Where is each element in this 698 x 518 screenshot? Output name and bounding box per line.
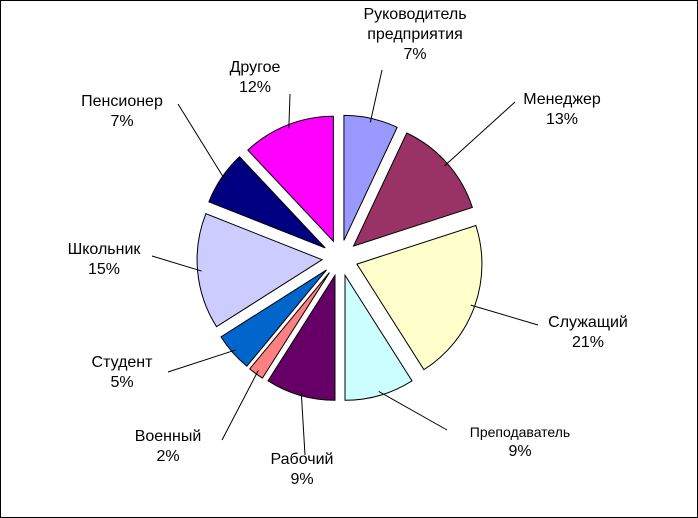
category-label: Школьник (67, 241, 141, 258)
data-label: Студент 5% (47, 353, 197, 393)
leader-line (177, 103, 226, 181)
pie-slice (247, 115, 334, 243)
category-label: Пенсионер (81, 93, 163, 110)
pie-slice (196, 213, 324, 328)
pie-slice (220, 269, 327, 367)
leader-line (167, 349, 236, 373)
leader-line (378, 391, 448, 431)
leader-line (470, 304, 539, 326)
pie-slice (267, 273, 336, 401)
category-label: Руководитель предприятия (363, 6, 467, 43)
value-label: 13% (545, 111, 579, 128)
data-label: Другое 12% (180, 58, 330, 98)
data-label: Пенсионер 7% (47, 92, 197, 132)
data-label: Служащий 21% (513, 313, 663, 353)
leader-line (288, 93, 291, 129)
leader-line (443, 101, 516, 167)
category-label: Студент (91, 354, 153, 371)
value-label: 9% (290, 471, 314, 488)
value-label: 7% (110, 113, 134, 130)
data-label: Военный 2% (93, 427, 243, 467)
leader-line (221, 370, 259, 441)
value-label: 15% (87, 261, 121, 278)
pie-slice (208, 156, 326, 249)
data-label: Рабочий 9% (227, 450, 377, 490)
category-label: Менеджер (523, 91, 601, 108)
value-label: 2% (156, 448, 180, 465)
data-label: Менеджер 13% (487, 90, 637, 130)
leader-line (151, 255, 202, 272)
pie-slice (249, 272, 330, 379)
pie-slice (344, 273, 413, 401)
value-label: 5% (110, 374, 134, 391)
value-label: 7% (403, 46, 427, 63)
value-label: 9% (508, 443, 532, 460)
category-label: Служащий (548, 314, 628, 331)
leader-line (300, 391, 306, 456)
category-label: Преподаватель (469, 424, 571, 440)
data-label: Руководитель предприятия 7% (340, 5, 490, 65)
category-label: Рабочий (270, 451, 334, 468)
value-label: 21% (571, 334, 605, 351)
value-label: 12% (238, 79, 272, 96)
leader-line (369, 69, 383, 123)
category-label: Другое (229, 59, 281, 76)
data-label: Школьник 15% (29, 240, 179, 280)
data-label: Преподаватель 9% (445, 422, 595, 462)
category-label: Военный (134, 428, 202, 445)
